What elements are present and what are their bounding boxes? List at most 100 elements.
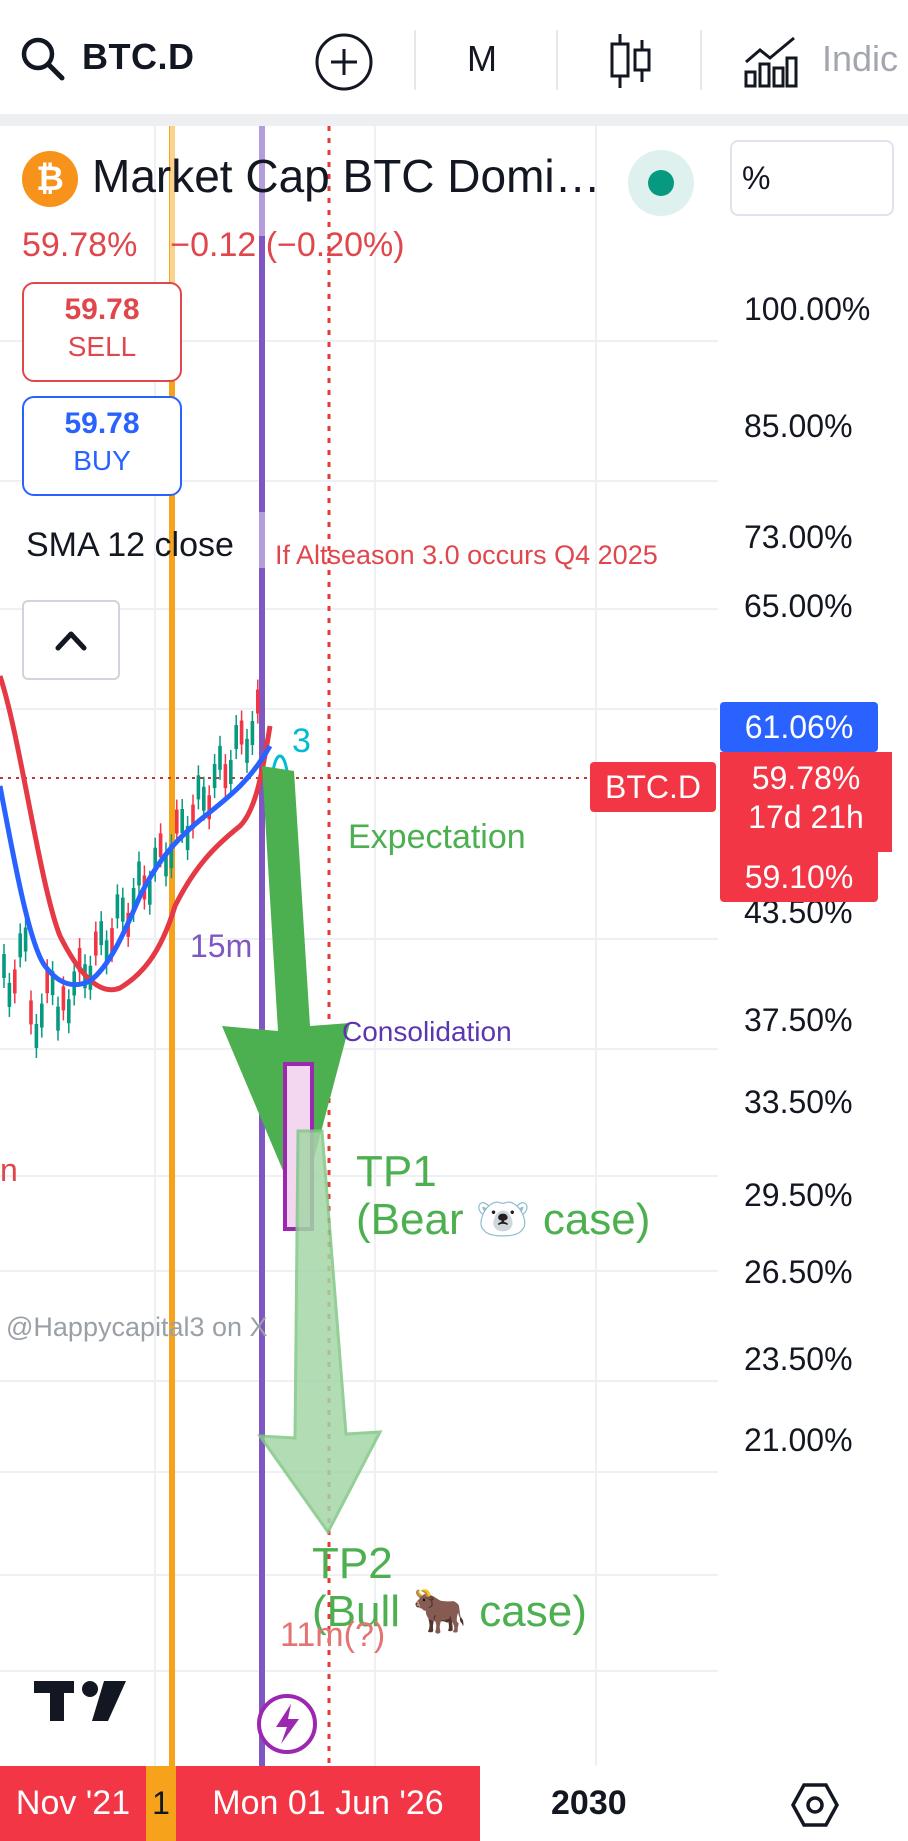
year-label: 2030 (551, 1784, 627, 1822)
chevron-up-icon (55, 631, 87, 651)
candle-body (94, 931, 98, 956)
candle-body (121, 897, 125, 922)
candle-body (250, 721, 255, 746)
last-price: 59.78% (22, 226, 138, 264)
buy-price: 59.78 (64, 407, 140, 440)
price-axis-label: 73.00% (744, 519, 853, 555)
bar-countdown: 17d 21h (748, 799, 864, 835)
expectation-label: Expectation (348, 818, 526, 856)
chart-settings-icon[interactable] (790, 1780, 840, 1830)
scale-mode-button[interactable]: % (730, 140, 894, 216)
interval-button[interactable]: M (467, 38, 497, 79)
toolbar-divider (0, 114, 908, 126)
candle-body (202, 786, 206, 811)
tp1-case: (Bear 🐻‍❄️ case) (356, 1195, 651, 1244)
wave-count-label: 3 (292, 722, 311, 760)
add-symbol-icon[interactable] (314, 32, 374, 92)
cursor-date-tag: Mon 01 Jun '26 (176, 1766, 480, 1841)
candle-body (18, 933, 22, 958)
sma-indicator-label[interactable]: SMA 12 close (26, 526, 234, 564)
candle-body (40, 1003, 44, 1028)
candle-body (175, 809, 179, 834)
indicators-icon[interactable] (742, 32, 798, 88)
tp2-label: TP2 (Bull 🐂 case) (312, 1540, 587, 1636)
horizontal-gridlines (0, 340, 718, 1672)
candle-body (234, 725, 238, 750)
orange-vertical-line (169, 126, 175, 1766)
candle-body (77, 948, 82, 973)
consolidation-label: Consolidation (342, 1016, 512, 1047)
tp2-arrow (256, 1129, 383, 1535)
sell-price: 59.78 (64, 293, 140, 326)
sma-red-price-tag: 59.10% (720, 852, 878, 902)
candle-body (245, 738, 249, 763)
candle-body (212, 764, 217, 789)
candle-body (131, 888, 136, 913)
candle-body (158, 833, 163, 858)
price-axis-label: 65.00% (744, 588, 853, 624)
sma-blue-price-tag: 61.06% (720, 702, 878, 752)
price-axis-label: 21.00% (744, 1422, 853, 1458)
candle-body (223, 764, 228, 789)
sell-button[interactable]: 59.78 SELL (22, 282, 182, 382)
symbol-search-button[interactable]: BTC.D (82, 36, 195, 77)
sell-label: SELL (67, 331, 137, 362)
bitcoin-logo-icon: ₿ (22, 151, 78, 207)
time-axis[interactable]: Nov '21 1 Mon 01 Jun '26 2030 (0, 1766, 908, 1841)
orange-vertical-band (170, 126, 175, 286)
symbol-price-tag: BTC.D (590, 762, 716, 812)
chart-area[interactable]: ₿ Market Cap BTC Domi… % 59.78% −0.12 (−… (0, 126, 908, 1766)
candle-body (99, 921, 103, 946)
candle-body (218, 745, 222, 770)
price-change: −0.12 (−0.20%) (170, 226, 405, 264)
candle-body (153, 847, 157, 872)
candles-chart-type-icon[interactable] (606, 32, 654, 90)
tp1-title: TP1 (356, 1147, 437, 1196)
price-axis-label: 33.50% (744, 1084, 853, 1120)
chart-canvas[interactable] (0, 126, 908, 1766)
marker-date-tag: 1 (146, 1766, 176, 1841)
candle-body (148, 880, 152, 905)
collapse-legend-button[interactable] (22, 600, 120, 680)
candle-body (61, 986, 66, 1011)
altseason-note: If Altseason 3.0 occurs Q4 2025 (275, 540, 658, 570)
candle-body (115, 894, 120, 919)
expectation-arrow (222, 766, 350, 1211)
price-axis-label: 26.50% (744, 1254, 853, 1290)
purple-vertical-band-2 (259, 512, 265, 568)
candle-body (229, 759, 233, 784)
indicators-button[interactable]: Indic (822, 38, 899, 79)
candle-body (50, 971, 55, 996)
candle-body (169, 844, 174, 869)
candle-body (56, 1006, 60, 1031)
tp2-title: TP2 (312, 1539, 393, 1588)
candle-body (23, 927, 28, 952)
price-axis-label: 85.00% (744, 408, 853, 444)
candle-body (256, 689, 260, 714)
market-status-indicator[interactable] (628, 150, 694, 216)
price-axis-label: 100.00% (744, 291, 871, 327)
left-date-tag: Nov '21 (0, 1766, 146, 1841)
candle-body (207, 795, 211, 820)
symbol-title[interactable]: Market Cap BTC Domi… (92, 150, 601, 202)
candle-body (104, 940, 109, 965)
candle-body (180, 809, 184, 834)
buy-button[interactable]: 59.78 BUY (22, 396, 182, 496)
tradingview-logo (34, 1681, 126, 1721)
price-axis-label: 37.50% (744, 1002, 853, 1038)
author-watermark: @Happycapital3 on X (6, 1312, 268, 1342)
sma-blue-line (0, 744, 273, 988)
search-icon[interactable] (18, 34, 66, 82)
candle-body (137, 861, 141, 886)
price-axis-label: 29.50% (744, 1177, 853, 1213)
candle-body (196, 775, 201, 800)
price-axis-label: 23.50% (744, 1341, 853, 1377)
candle-body (191, 804, 195, 829)
candle-body (185, 826, 190, 851)
candle-body (45, 969, 49, 994)
current-price-value: 59.78% (751, 760, 861, 796)
tp1-label: TP1 (Bear 🐻‍❄️ case) (356, 1148, 650, 1244)
purple-vertical-line (259, 126, 265, 1766)
candle-body (7, 982, 12, 1007)
candle-body (13, 969, 17, 994)
